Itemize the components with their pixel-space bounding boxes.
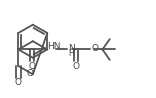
Text: O: O — [73, 62, 80, 70]
Text: H: H — [69, 49, 74, 58]
Text: O: O — [91, 44, 98, 53]
Text: HN: HN — [47, 42, 60, 51]
Text: O: O — [15, 78, 22, 87]
Text: N: N — [68, 44, 74, 53]
Text: O: O — [29, 62, 36, 70]
Text: O: O — [26, 69, 33, 78]
